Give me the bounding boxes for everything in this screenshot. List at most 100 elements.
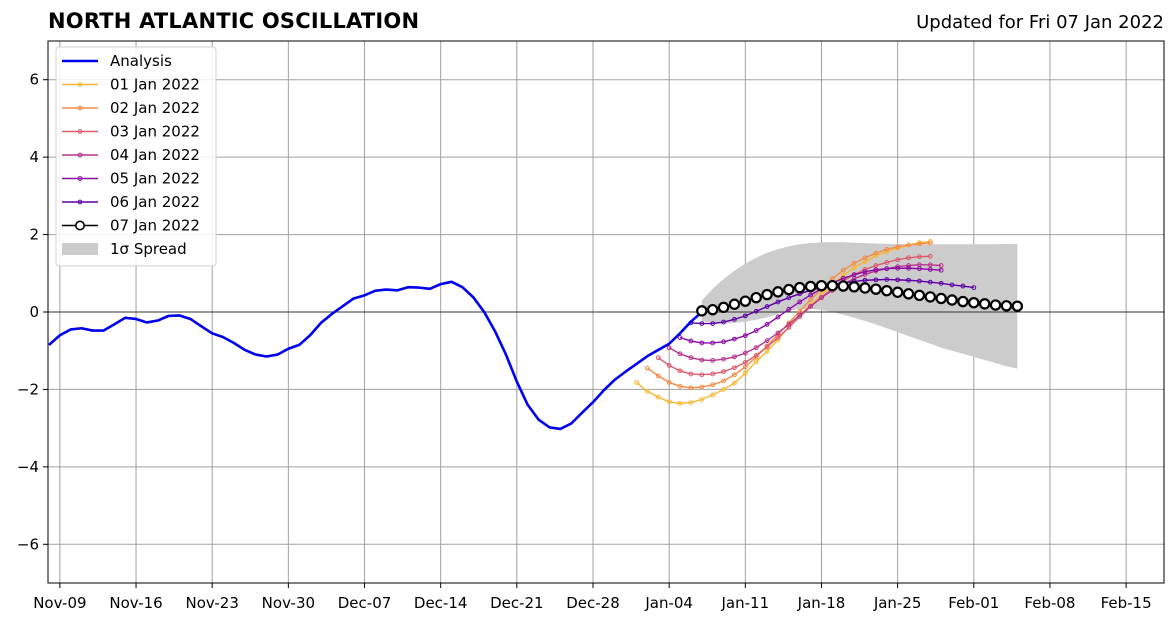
forecast-point (655, 394, 661, 400)
forecast-point (721, 387, 726, 392)
forecast-point (786, 306, 792, 312)
forecast-point (895, 257, 901, 263)
forecast-point (677, 351, 683, 357)
y-tick-label: −2 (17, 380, 39, 398)
forecast-point (840, 272, 846, 278)
axes: Nov-09 Nov-16 Nov-23 Nov-30 Dec-07 Dec-14 Dec-… (17, 71, 1152, 612)
forecast-point (732, 316, 737, 322)
forecast-point (873, 277, 879, 283)
x-tick-label: Feb-01 (948, 594, 999, 612)
latest-forecast-point (804, 280, 817, 293)
forecast-point (764, 321, 770, 327)
chart-subtitle: Updated for Fri 07 Jan 2022 (916, 12, 1164, 33)
y-tick-label: 0 (29, 303, 39, 321)
forecast-point (666, 399, 672, 405)
legend-swatch-marker (77, 199, 83, 205)
forecast-point (699, 372, 705, 378)
spread-band (701, 242, 1018, 369)
forecast-point (721, 369, 726, 375)
x-tick-label: Nov-16 (109, 594, 162, 612)
forecast-point (688, 385, 694, 391)
latest-forecast-point (848, 281, 860, 293)
forecast-point (710, 371, 716, 377)
legend-swatch-marker (77, 129, 83, 134)
forecast-point (677, 383, 683, 389)
legend-swatch-marker (77, 105, 83, 111)
latest-forecast-point (924, 291, 936, 303)
latest-forecast-point (815, 279, 828, 292)
latest-forecast-point (761, 288, 773, 301)
forecast-point (710, 357, 716, 363)
latest-forecast-point (794, 281, 806, 294)
y-tick-label: −6 (17, 535, 39, 553)
forecast-point (873, 250, 879, 256)
forecast-point (884, 246, 890, 252)
x-tick-label: Dec-14 (414, 594, 468, 612)
forecast-point (699, 397, 705, 402)
latest-forecast-point (957, 295, 969, 308)
forecast-point (688, 400, 694, 405)
x-tick-label: Feb-15 (1101, 594, 1152, 612)
forecast-point (851, 265, 857, 271)
forecast-point (699, 321, 705, 327)
forecast-point (851, 260, 857, 266)
plot-area (48, 239, 1164, 431)
forecast-point (645, 388, 650, 394)
latest-forecast-point (859, 282, 871, 294)
latest-forecast-point (739, 295, 752, 307)
forecast-point (721, 356, 726, 362)
forecast-line (679, 267, 942, 344)
forecast-point (677, 335, 683, 340)
forecast-point (938, 263, 944, 268)
latest-forecast-point (913, 289, 926, 302)
legend-swatch-marker (75, 220, 86, 231)
forecast-point (862, 255, 868, 261)
forecast-point (840, 275, 846, 281)
forecast-point (710, 340, 716, 346)
forecast-point (775, 330, 781, 336)
forecast-point (884, 266, 890, 272)
forecast-point (895, 265, 901, 271)
x-tick-label: Nov-30 (262, 594, 315, 612)
forecast-point (634, 380, 639, 385)
y-tick-label: 6 (29, 71, 39, 89)
latest-forecast-point (772, 286, 784, 298)
x-tick-label: Jan-18 (797, 594, 846, 612)
forecast-point (666, 345, 672, 351)
forecast-point (775, 314, 781, 320)
latest-forecast-point (837, 280, 849, 292)
x-tick-label: Jan-04 (644, 594, 693, 612)
x-tick-label: Dec-21 (490, 594, 544, 612)
legend-label: Analysis (110, 52, 172, 70)
forecast-point (688, 338, 694, 344)
forecast-point (753, 352, 759, 358)
x-tick-label: Dec-07 (338, 594, 392, 612)
forecast-point (753, 345, 759, 351)
forecast-point (819, 295, 824, 301)
forecast-point (917, 278, 922, 284)
latest-forecast-point (870, 283, 882, 295)
latest-forecast-point (935, 292, 947, 305)
forecast-point (721, 319, 726, 325)
forecast-point (710, 392, 716, 398)
x-tick-label: Feb-08 (1024, 594, 1075, 612)
forecast-point (840, 267, 846, 273)
forecast-point (732, 372, 737, 378)
forecast-point (786, 295, 792, 301)
forecast-point (884, 277, 890, 282)
forecast-point (927, 240, 933, 246)
forecast-point (710, 321, 716, 327)
forecast-point (786, 325, 792, 330)
forecast-point (917, 254, 922, 260)
forecast-point (927, 253, 933, 259)
latest-forecast-point (696, 305, 708, 317)
forecast-point (742, 359, 748, 365)
forecast-point (742, 350, 748, 356)
x-tick-label: Nov-09 (33, 594, 86, 612)
forecast-point (949, 282, 955, 288)
forecast-point (666, 363, 672, 368)
forecast-point (699, 357, 705, 363)
legend-label: 06 Jan 2022 (110, 193, 200, 211)
forecast-point (688, 355, 694, 361)
forecast-point (677, 400, 683, 406)
